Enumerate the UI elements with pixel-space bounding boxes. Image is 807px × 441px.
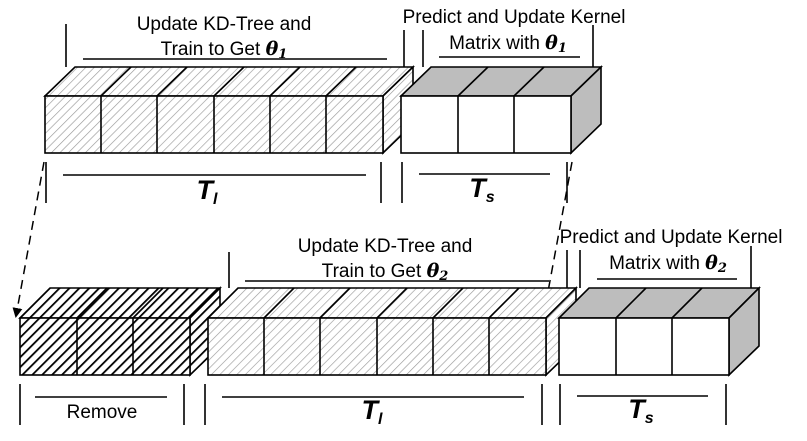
row1-ts-bracket [401, 162, 568, 203]
row1-training-label-line2: Train to Get θ1 [161, 38, 288, 62]
row1-training-block [43, 65, 415, 155]
row2-training-block [206, 286, 578, 377]
shift-arrow-left [12, 161, 45, 318]
row1-training-label-line1: Update KD-Tree and [137, 14, 312, 35]
row2-training-label-line1: Update KD-Tree and [298, 236, 473, 257]
row2-tl-label: Tl [362, 395, 384, 428]
row2-training-bracket [228, 250, 568, 288]
row1-ts-label: Ts [469, 173, 495, 206]
row2-training-label-line2: Train to Get θ2 [322, 260, 449, 284]
row2-prediction-block [557, 286, 761, 377]
row1-prediction-bracket [422, 25, 594, 67]
row2-tl-bracket [204, 384, 543, 425]
row1-predict-label-line2: Matrix with θ1 [449, 32, 567, 56]
row1-predict-label-line1: Predict and Update Kernel [403, 7, 626, 28]
row1-tl-label: Tl [197, 175, 219, 208]
row1-training-bracket [65, 24, 405, 67]
row1-tl-bracket [45, 162, 382, 203]
row2-removed-block [18, 286, 222, 377]
row2-predict-label-line2: Matrix with θ2 [609, 252, 727, 276]
row2-ts-label: Ts [628, 394, 654, 427]
row1-prediction-block [399, 65, 603, 155]
row2-remove-label: Remove [67, 402, 138, 423]
row2-ts-bracket [559, 384, 727, 425]
row2-prediction-bracket [579, 246, 752, 288]
row2-remove-bracket [19, 384, 185, 425]
row2-predict-label-line1: Predict and Update Kernel [560, 227, 783, 248]
